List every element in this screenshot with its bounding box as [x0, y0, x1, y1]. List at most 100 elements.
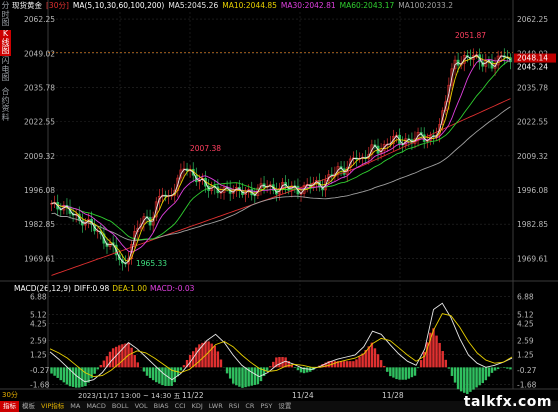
macd-diff-line [49, 302, 513, 383]
tab-flash-label: 闪电图 [1, 56, 10, 82]
candle-body [392, 136, 395, 144]
indicator-tab[interactable]: BIAS [153, 402, 169, 410]
price-tick-left: 2009.32 [24, 152, 55, 161]
price-tick-left: 2062.25 [24, 15, 55, 24]
indicator-tab[interactable]: VIP指标 [41, 402, 65, 410]
ma100-value: MA100:2033.2 [398, 1, 453, 10]
ma60-line [51, 60, 511, 241]
macd-tick-right: 5.12 [517, 310, 534, 319]
macd-tick-left: 2.59 [30, 337, 47, 346]
candle-body [136, 227, 140, 232]
candle-body [133, 231, 137, 245]
macd-tick-right: 1.25 [517, 350, 534, 359]
macd-tick-left: -0.27 [30, 366, 50, 375]
candle-body [462, 55, 466, 64]
indicator-tab[interactable]: MACD [86, 402, 106, 410]
price-tick-left: 1969.61 [24, 254, 55, 263]
high-annotation: 2051.87 [455, 31, 486, 40]
ma-legend: 现货黄金 [30分] MA(5,10,30,60,100,200) MA5:2045.… [12, 0, 457, 12]
price-tick-right: 2022.55 [517, 118, 548, 127]
indicator-tab[interactable]: 指标 [0, 401, 19, 412]
indicator-tab[interactable]: MA [70, 402, 81, 410]
candle-body [382, 144, 386, 151]
candle-body [336, 166, 340, 175]
current-price-red: 2048.14 [517, 54, 548, 63]
indicator-tab[interactable]: PSY [260, 402, 273, 410]
macd-diff-value: DIFF:0.98 [73, 284, 110, 293]
indicator-toolbar: 指标 模板 VIP指标 MA MACD BOLL VOL BIAS CCI KDJ LWR RSI CR… [0, 401, 558, 412]
candle-body [450, 68, 454, 86]
candle-body [179, 169, 183, 179]
price-tick-right: 1969.61 [517, 254, 548, 263]
candle-body [157, 196, 161, 203]
low-annotation: 1965.33 [136, 259, 167, 268]
candle-body [447, 84, 451, 103]
tab-kline[interactable]: K线图 [0, 29, 11, 56]
macd-tick-left: 4.25 [30, 319, 47, 328]
time-range: 2023/11/17 13:00 ~ 14:30 五 [78, 391, 181, 401]
tab-contract-info-label: 合约资料 [1, 87, 10, 122]
indicator-tab[interactable]: KDJ [191, 402, 203, 410]
tab-timeshare-label: 分时图 [1, 1, 10, 27]
macd-legend: MACD(26,12,9) DIFF:0.98 DEA:1.00 MACD:-0.03 [14, 283, 197, 295]
macd-tick-right: -1.68 [517, 381, 537, 390]
tab-contract-info[interactable]: 合约资料 [0, 87, 11, 122]
macd-label: MACD(26,12,9) [14, 284, 71, 293]
ma30-value: MA30:2042.81 [280, 1, 336, 10]
indicator-tab[interactable]: 模板 [22, 402, 35, 410]
price-tick-right: 2062.25 [517, 15, 548, 24]
watermark-logo: talkfx.com [463, 394, 552, 410]
macd-tick-left: 1.25 [30, 350, 47, 359]
tab-timeshare[interactable]: 分时图 [0, 1, 11, 28]
price-tick-right: 2009.32 [517, 152, 548, 161]
symbol-name: 现货黄金 [12, 1, 42, 10]
indicator-tab[interactable]: BOLL [111, 402, 129, 410]
price-tick-right: 1982.85 [517, 220, 548, 229]
period-label: [30分] [46, 1, 69, 10]
indicator-tab[interactable]: LWR [208, 402, 223, 410]
indicator-tab[interactable]: RSI [228, 402, 240, 410]
timeframe-selector[interactable]: 30分 [2, 391, 18, 399]
time-axis-label: 11/22 [182, 391, 204, 400]
time-axis-label: 11/24 [292, 391, 314, 400]
price-tick-right: 2035.78 [517, 83, 548, 92]
macd-tick-left: 5.12 [30, 310, 47, 319]
ma100-line [51, 106, 511, 241]
price-tick-left: 2022.55 [24, 118, 55, 127]
price-tick-left: 2049.02 [24, 49, 55, 58]
ma60-value: MA60:2043.17 [339, 1, 395, 10]
candle-body [142, 216, 146, 225]
macd-dea-value: DEA:1.00 [112, 284, 147, 293]
macd-tick-right: 2.59 [517, 337, 534, 346]
ma5-line [51, 54, 511, 265]
candle-body [139, 223, 143, 229]
tab-flash[interactable]: 闪电图 [0, 56, 11, 83]
candle-body [453, 59, 457, 70]
candle-body [62, 205, 66, 211]
price-tick-left: 1982.85 [24, 220, 55, 229]
macd-tick-left: -1.68 [30, 381, 50, 390]
current-price-white: 2045.24 [517, 63, 548, 72]
high-annotation: 2007.38 [190, 144, 221, 153]
indicator-tab[interactable]: CCI [174, 402, 186, 410]
ma200-line [51, 98, 511, 276]
macd-tick-right: -0.27 [517, 366, 537, 375]
candle-body [493, 64, 497, 69]
candle-body [404, 138, 408, 146]
ma-params: MA(5,10,30,60,100,200) [72, 1, 165, 10]
candle-body [370, 144, 374, 155]
macd-macd-value: MACD:-0.03 [149, 284, 195, 293]
indicator-tab[interactable]: CR [245, 402, 255, 410]
price-tick-right: 1996.08 [517, 186, 548, 195]
time-axis-label: 11/28 [382, 391, 404, 400]
indicator-tab[interactable]: 设置 [278, 402, 292, 410]
macd-tick-right: 4.25 [517, 319, 534, 328]
candle-body [441, 110, 445, 125]
indicator-tab[interactable]: VOL [134, 402, 148, 410]
candle-body [154, 201, 158, 218]
macd-tick-left: 6.88 [30, 292, 47, 301]
macd-tick-right: 6.88 [517, 292, 534, 301]
candle-body [324, 180, 328, 191]
